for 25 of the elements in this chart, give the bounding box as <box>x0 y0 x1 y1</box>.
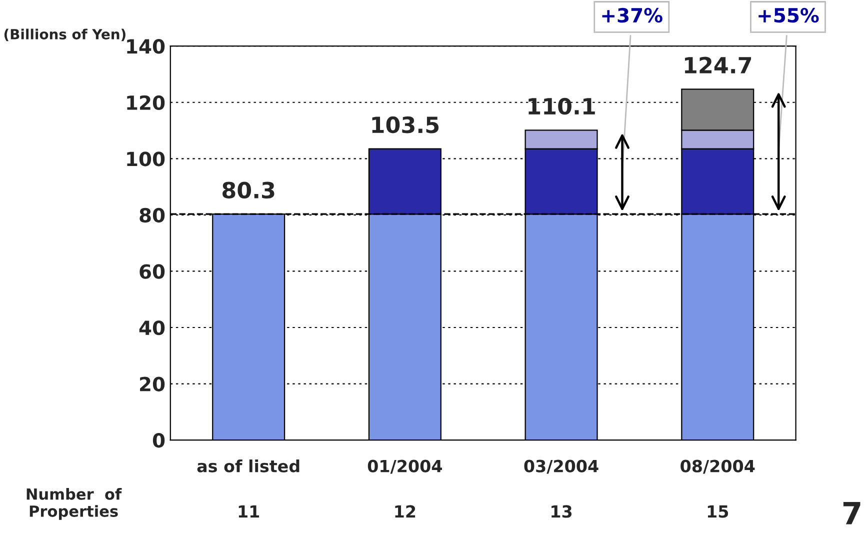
total-label: 124.7 <box>684 56 752 74</box>
y-tick-label: 120 <box>127 95 165 110</box>
text: +55% <box>758 8 819 23</box>
text: 13 <box>552 505 572 518</box>
x-tick-label: as of listed <box>197 460 300 472</box>
total-label: 110.1 <box>528 98 595 115</box>
y-tick-label: 20 <box>140 376 165 392</box>
text: 11 <box>238 505 260 518</box>
y-tick-label: 140 <box>127 39 165 54</box>
y-tick-label: 80 <box>140 208 165 223</box>
y-tick-label: 60 <box>140 264 165 279</box>
x-tick-label: 01/2004 <box>368 460 442 474</box>
x-tick-label: 03/2004 <box>524 460 598 474</box>
y-axis-title: (Billions of Yen) <box>4 28 126 42</box>
text: 12 <box>395 505 416 518</box>
text: +37% <box>602 8 662 23</box>
text: Number of Properties <box>26 488 122 520</box>
y-tick-label: 40 <box>139 320 165 336</box>
y-tick-label: 100 <box>127 152 165 166</box>
total-label: 80.3 <box>222 182 274 199</box>
y-tick-label: 0 <box>152 433 165 448</box>
x-tick-label: 08/2004 <box>680 460 755 474</box>
text: 15 <box>708 505 728 518</box>
text: 7 <box>843 502 860 524</box>
total-label: 103.5 <box>372 116 439 134</box>
